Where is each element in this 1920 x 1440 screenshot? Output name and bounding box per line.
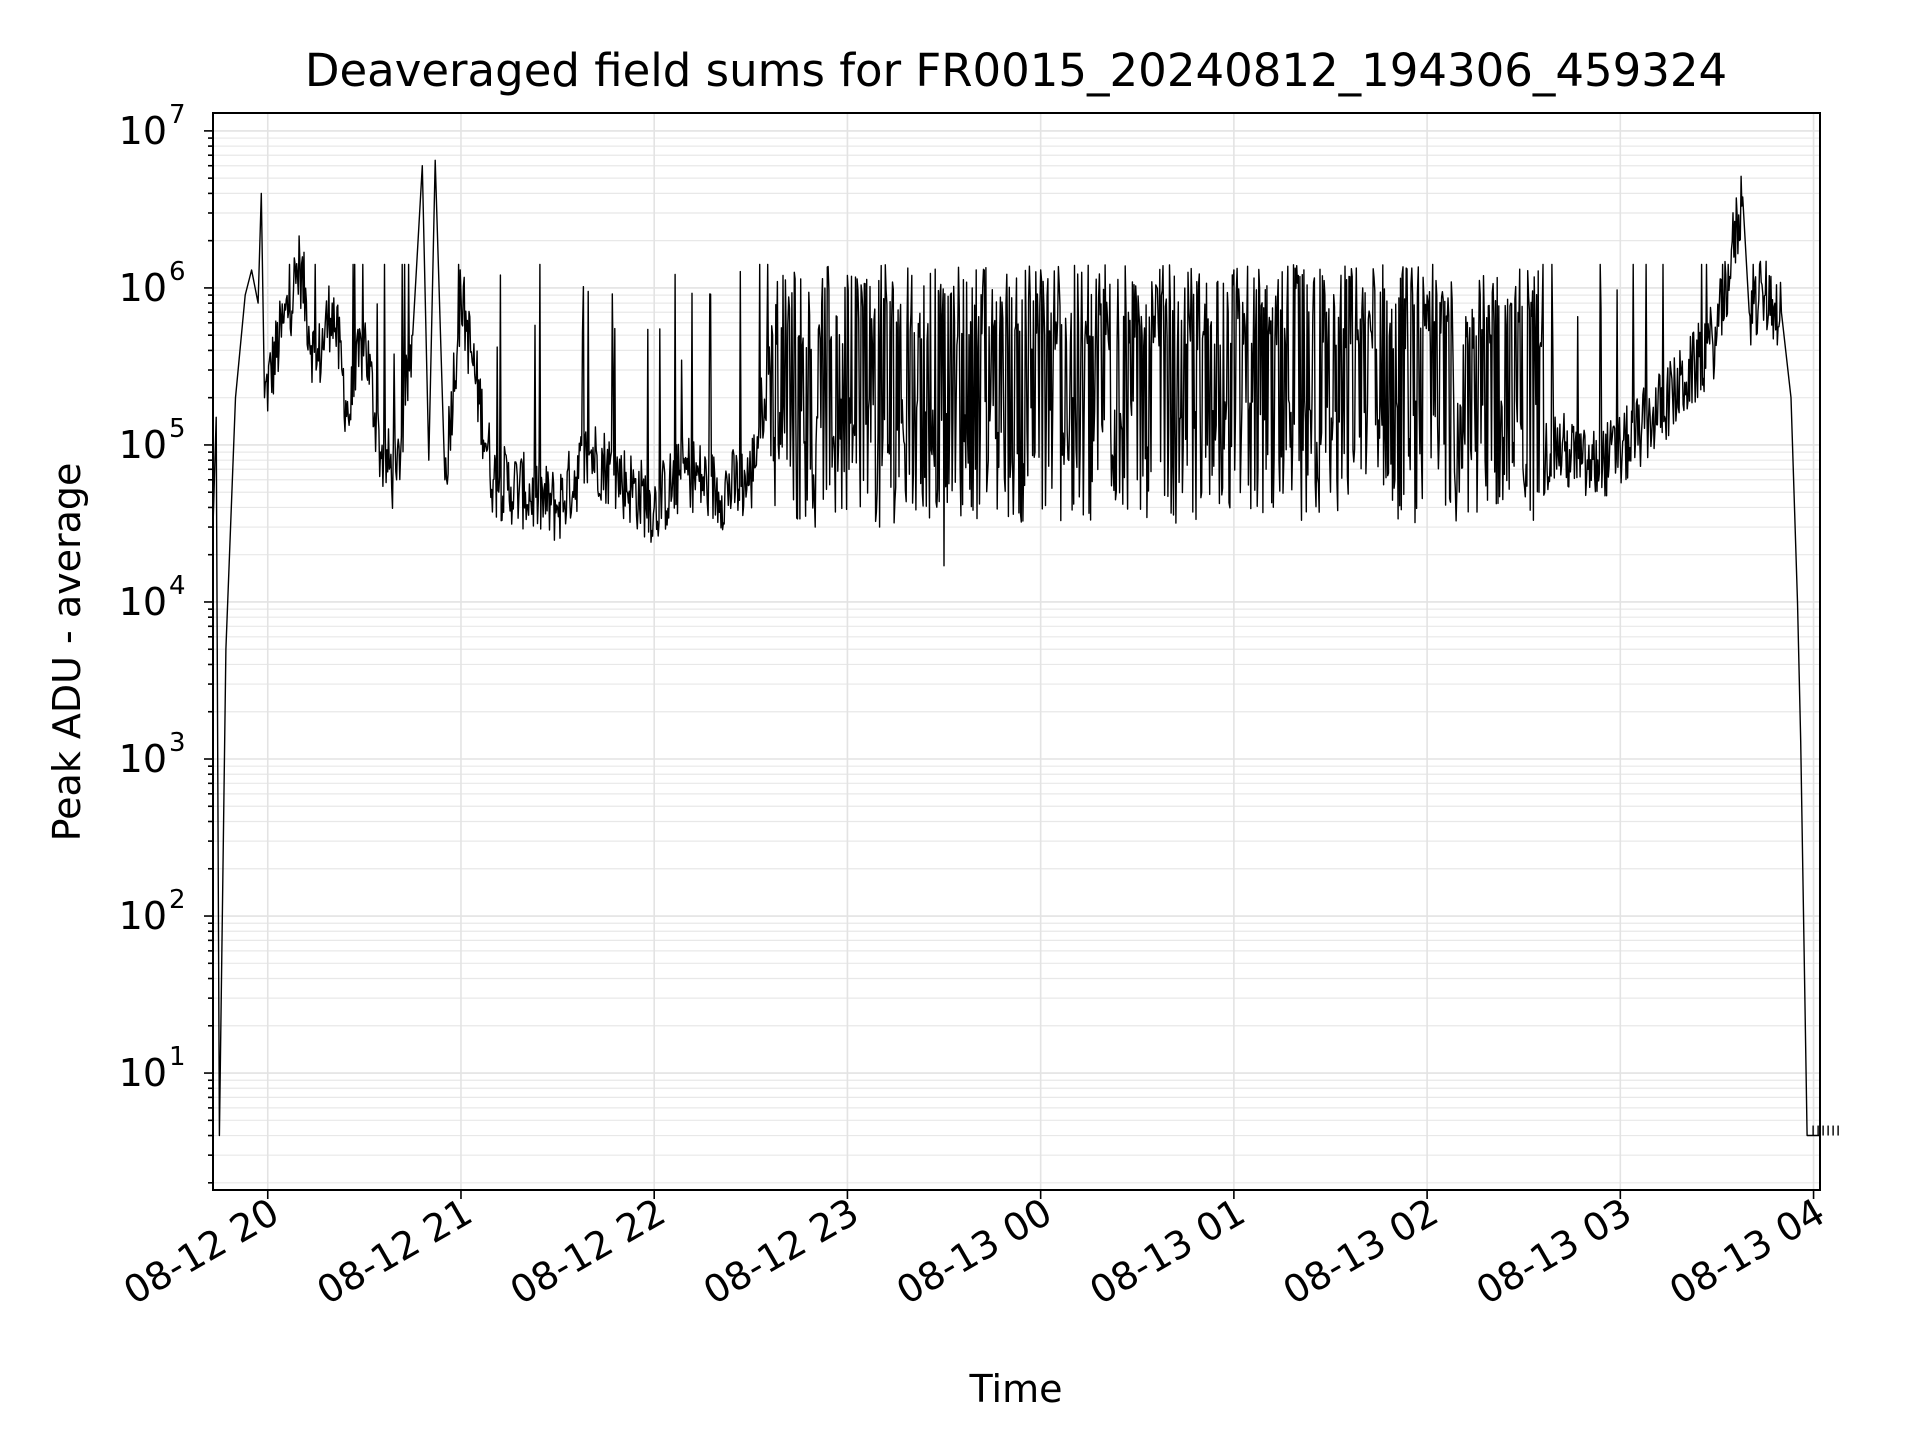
plot-frame xyxy=(212,112,1821,1191)
series-line xyxy=(212,159,1820,1137)
series-layer xyxy=(212,159,1839,1137)
x-tick-label: 08-13 01 xyxy=(1082,1190,1252,1314)
y-tick-exponent: 1 xyxy=(169,1042,186,1072)
x-tick-label: 08-13 03 xyxy=(1469,1190,1639,1314)
y-tick-label: 10 xyxy=(119,894,167,938)
y-tick-label: 10 xyxy=(119,1051,167,1095)
x-tick-label: 08-12 23 xyxy=(696,1190,866,1314)
y-tick-label: 10 xyxy=(119,109,167,153)
y-tick-exponent: 6 xyxy=(169,257,186,287)
x-tick-label: 08-13 04 xyxy=(1662,1190,1832,1314)
y-tick-exponent: 7 xyxy=(169,100,186,130)
y-axis-title: Peak ADU - average xyxy=(45,463,89,842)
x-axis: 08-12 20 08-12 21 08-12 22 08-12 23 08-13 00… xyxy=(116,1190,1832,1314)
y-tick-exponent: 4 xyxy=(169,571,186,601)
y-tick-label: 10 xyxy=(119,266,167,310)
y-tick-exponent: 5 xyxy=(169,414,186,444)
y-tick-label: 10 xyxy=(119,423,167,467)
y-tick-label: 10 xyxy=(119,580,167,624)
y-tick-label: 10 xyxy=(119,737,167,781)
x-tick-label: 08-12 20 xyxy=(116,1190,286,1314)
x-tick-label: 08-12 22 xyxy=(503,1190,673,1314)
y-tick-exponent: 3 xyxy=(169,728,186,758)
y-tick-exponent: 2 xyxy=(169,885,186,915)
x-tick-label: 08-12 21 xyxy=(310,1190,480,1314)
chart-title: Deaveraged field sums for FR0015_2024081… xyxy=(305,44,1727,97)
x-tick-label: 08-13 00 xyxy=(889,1190,1059,1314)
grid xyxy=(213,113,1820,1190)
x-axis-title: Time xyxy=(969,1367,1063,1411)
x-tick-label: 08-13 02 xyxy=(1276,1190,1446,1314)
